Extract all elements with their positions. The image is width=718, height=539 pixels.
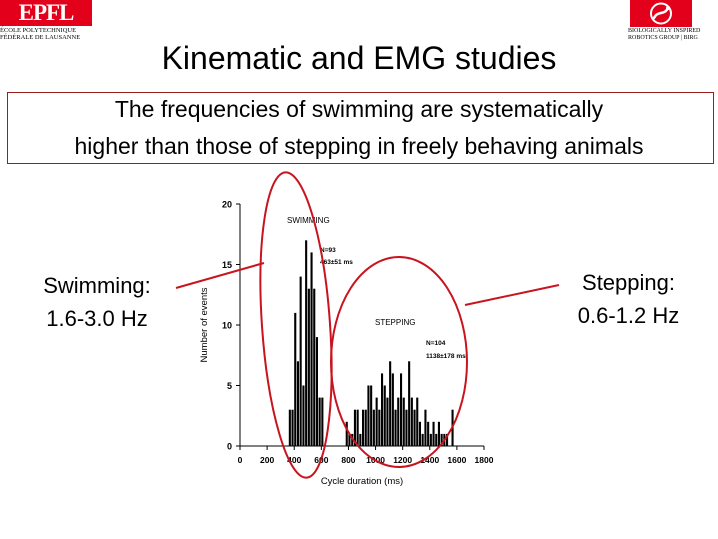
x-tick-label: 800: [341, 455, 355, 465]
birg-logo-line1: BIOLOGICALLY INSPIRED: [628, 28, 701, 34]
epfl-logo-line2: FÉDÉRALE DE LAUSANNE: [0, 34, 81, 41]
stepping-bar: [383, 385, 386, 446]
stepping-bar: [378, 409, 381, 446]
birg-logo-line2: ROBOTICS GROUP | BIRG: [628, 35, 698, 41]
stepping-bar: [345, 421, 348, 446]
x-tick-label: 0: [238, 455, 243, 465]
stepping-bar: [424, 409, 427, 446]
swimming-bar: [310, 252, 313, 446]
swimming-mean-label: 463±51 ms: [320, 259, 353, 266]
swimming-bar: [318, 397, 321, 446]
stepping-bar: [391, 373, 394, 446]
stepping-bar: [353, 409, 356, 446]
stepping-bar: [389, 361, 392, 446]
swimming-bar: [299, 276, 302, 446]
swimming-bar: [305, 240, 308, 446]
stepping-callout: Stepping: 0.6-1.2 Hz: [556, 266, 701, 332]
y-tick-label: 20: [222, 200, 232, 210]
stepping-highlight-ellipse: [330, 256, 468, 468]
swimming-connector-line: [175, 262, 265, 289]
stepping-bar: [400, 373, 403, 446]
stepping-bar: [416, 397, 419, 446]
stepping-mean-label: 1138±178 ms: [426, 353, 466, 360]
y-tick-label: 10: [222, 321, 232, 331]
statement-box: [7, 92, 714, 164]
stepping-bar: [408, 361, 411, 446]
birg-logo-background: [630, 0, 692, 27]
epfl-logo-subtitle: ÉCOLE POLYTECHNIQUE FÉDÉRALE DE LAUSANNE: [0, 27, 80, 41]
stepping-bar: [418, 421, 421, 446]
stepping-bar: [364, 409, 367, 446]
x-tick-label: 200: [260, 455, 274, 465]
stepping-n-label: N=104: [426, 340, 446, 347]
swimming-highlight-ellipse: [259, 171, 333, 479]
swimming-n-label: N=93: [320, 247, 336, 254]
stepping-bar: [402, 397, 405, 446]
x-tick-label: 1200: [393, 455, 412, 465]
stepping-bar: [432, 421, 435, 446]
swimming-bar: [315, 337, 318, 446]
y-tick-label: 5: [227, 381, 232, 391]
stepping-connector-line: [464, 284, 560, 306]
stepping-bar: [372, 409, 375, 446]
epfl-logo-background: [0, 0, 92, 26]
swimming-bar: [291, 409, 294, 446]
swimming-series-label: SWIMMING: [287, 216, 330, 225]
stepping-bar: [386, 397, 389, 446]
stepping-bar: [370, 385, 373, 446]
stepping-bar: [348, 433, 351, 446]
epfl-logo: EPFL ÉCOLE POLYTECHNIQUE FÉDÉRALE DE LAU…: [0, 0, 100, 44]
x-tick-label: 1400: [420, 455, 439, 465]
statement-line-2: higher than those of stepping in freely …: [74, 133, 644, 159]
y-tick-label: 0: [227, 442, 232, 452]
stepping-bar: [440, 433, 443, 446]
stepping-bar: [427, 421, 430, 446]
swimming-bar: [321, 397, 324, 446]
stepping-bar: [421, 433, 424, 446]
stepping-bar: [356, 409, 359, 446]
swimming-callout-label: Swimming:: [43, 273, 151, 298]
stepping-bar: [397, 397, 400, 446]
y-tick-label: 15: [222, 260, 232, 270]
stepping-bar: [410, 397, 413, 446]
y-axis-label: Number of events: [199, 287, 210, 362]
epfl-logo-line1: ÉCOLE POLYTECHNIQUE: [0, 27, 77, 34]
stepping-bar: [437, 421, 440, 446]
x-axis-label: Cycle duration (ms): [321, 476, 403, 487]
stepping-bar: [367, 385, 370, 446]
stepping-bar: [362, 409, 365, 446]
swimming-bar: [288, 409, 291, 446]
stepping-callout-range: 0.6-1.2 Hz: [577, 303, 680, 328]
swimming-bar: [302, 385, 305, 446]
x-tick-label: 1600: [447, 455, 466, 465]
epfl-logo-mark: EPFL: [18, 0, 75, 25]
birg-logo-subtitle: BIOLOGICALLY INSPIRED ROBOTICS GROUP | B…: [628, 28, 700, 42]
stepping-callout-label: Stepping:: [582, 270, 675, 295]
statement-line-1: The frequencies of swimming are systemat…: [114, 96, 604, 122]
stepping-series-label: STEPPING: [375, 318, 415, 327]
swimming-bar: [294, 312, 297, 446]
swimming-bar: [296, 361, 299, 446]
stepping-bar: [375, 397, 378, 446]
stepping-bar: [429, 433, 432, 446]
stepping-bar: [413, 409, 416, 446]
stepping-bar: [394, 409, 397, 446]
x-tick-label: 1800: [475, 455, 494, 465]
swimming-callout-range: 1.6-3.0 Hz: [46, 306, 148, 331]
stepping-bar: [405, 409, 408, 446]
swimming-bar: [313, 288, 316, 446]
swimming-bar: [307, 288, 310, 446]
stepping-bar: [359, 433, 362, 446]
stepping-bar: [446, 433, 449, 446]
salamander-icon: [650, 2, 672, 25]
birg-logo: BIOLOGICALLY INSPIRED ROBOTICS GROUP | B…: [628, 0, 718, 44]
x-tick-label: 400: [287, 455, 301, 465]
stepping-bar: [435, 433, 438, 446]
stepping-bar: [381, 373, 384, 446]
swimming-callout: Swimming: 1.6-3.0 Hz: [22, 269, 172, 335]
slide-title: Kinematic and EMG studies: [161, 40, 557, 76]
